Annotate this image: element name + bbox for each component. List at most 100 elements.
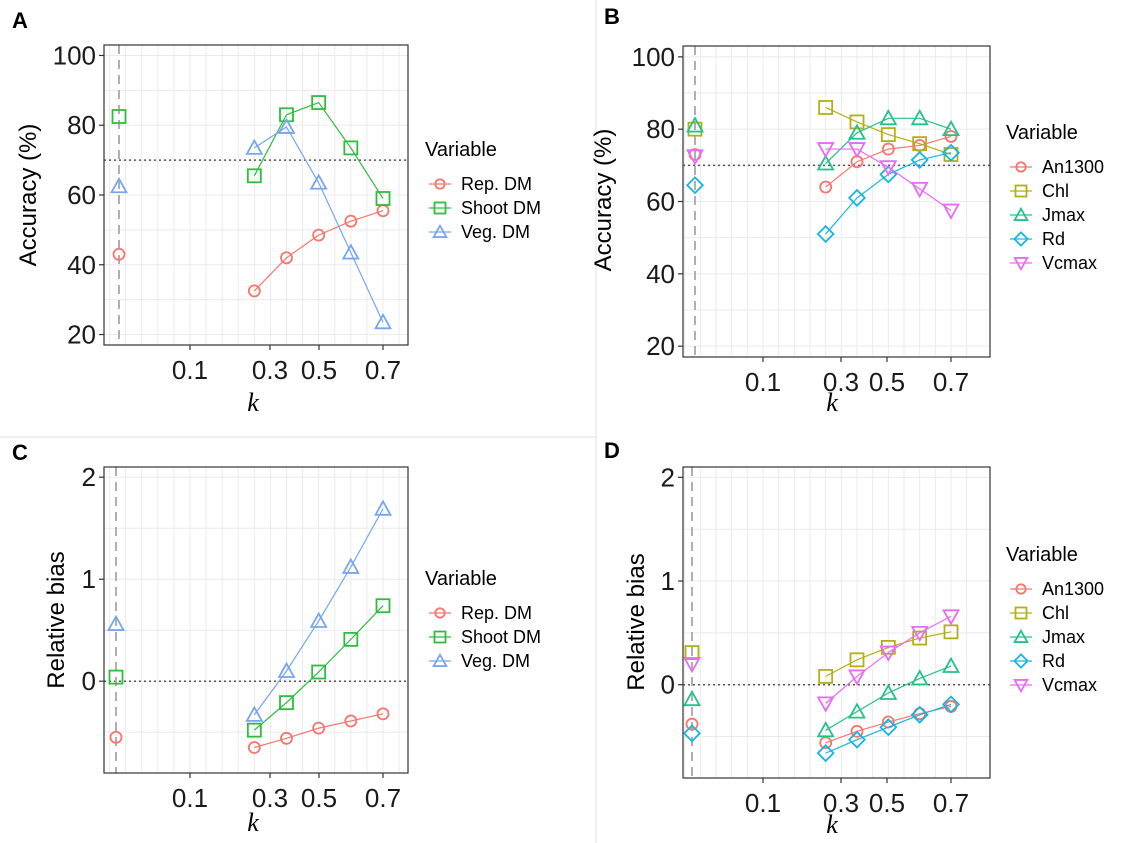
baseline-point <box>106 614 126 631</box>
series-line <box>253 101 384 199</box>
legend-item: Shoot DM <box>429 627 541 647</box>
x-tick-label: 0.1 <box>745 367 781 397</box>
data-point <box>816 720 835 738</box>
data-point <box>341 557 360 574</box>
data-point <box>912 630 928 646</box>
panel-letter: A <box>12 8 28 33</box>
data-point <box>816 744 835 763</box>
data-point <box>912 136 928 152</box>
data-point <box>941 656 961 673</box>
legend-key-marker <box>432 652 448 667</box>
series-veg-dm <box>106 499 393 722</box>
legend-item: Rep. DM <box>429 603 532 623</box>
data-point <box>816 696 835 713</box>
data-point <box>311 95 327 110</box>
series-line <box>253 605 384 731</box>
legend-title: Variable <box>425 139 497 161</box>
y-tick-label: 1 <box>661 566 675 596</box>
series-rep-dm <box>109 707 390 754</box>
data-point <box>941 203 961 220</box>
baseline-point <box>684 645 700 660</box>
legend-title: Variable <box>1006 122 1078 144</box>
legend-key-marker <box>1013 206 1029 221</box>
data-point <box>879 160 898 177</box>
legend-key-marker <box>434 607 446 619</box>
data-point <box>847 730 867 749</box>
data-point <box>819 180 833 194</box>
grid <box>104 45 408 345</box>
x-tick-label: 0.7 <box>365 783 401 813</box>
legend-label: An1300 <box>1042 157 1104 177</box>
legend-key-marker <box>432 223 448 238</box>
data-point <box>818 100 834 115</box>
data-point <box>816 224 835 244</box>
baseline-point <box>109 176 129 194</box>
data-point <box>344 714 358 728</box>
legend-label: Rep. DM <box>461 603 532 623</box>
series-rep-dm <box>112 204 390 298</box>
data-point <box>246 722 262 738</box>
baseline-point <box>111 109 127 124</box>
x-tick-label: 0.5 <box>301 355 337 385</box>
data-point <box>847 123 867 140</box>
y-tick-label: 2 <box>661 462 675 492</box>
y-tick-label: 80 <box>646 114 675 144</box>
legend-label: Rd <box>1042 229 1065 249</box>
y-axis-title: Relative bias <box>43 551 70 688</box>
panel-letter: D <box>604 438 620 463</box>
data-point <box>880 127 896 142</box>
y-tick-label: 20 <box>646 331 675 361</box>
x-tick-label: 0.3 <box>823 367 859 397</box>
data-point <box>375 191 391 206</box>
legend-key-marker <box>1015 161 1027 173</box>
data-point <box>309 173 328 190</box>
data-point <box>879 165 898 184</box>
data-point <box>881 142 895 156</box>
baseline-point <box>682 724 702 743</box>
data-point <box>941 119 961 137</box>
legend-item: Jmax <box>1010 205 1085 225</box>
panel-d: D 0 1 2 0.1 0.3 0.5 0.7 k Relative bias Variable An… <box>604 438 1104 839</box>
legend: Variable An1300 Chl Jmax Rd Vcmax <box>1006 544 1104 695</box>
series-line <box>825 148 952 212</box>
legend-key-marker <box>434 178 446 190</box>
x-tick-label: 0.3 <box>823 788 859 818</box>
legend-title: Variable <box>1006 544 1078 566</box>
series-line <box>825 703 952 754</box>
series-line <box>254 126 384 323</box>
legend-key-marker <box>1013 628 1029 643</box>
legend-label: Jmax <box>1042 205 1085 225</box>
x-tick-label: 0.1 <box>172 355 208 385</box>
legend-label: Vcmax <box>1042 675 1097 695</box>
panel-b: B 20 40 60 80 100 0.1 0.3 0.5 0.7 k Accuracy (%) Var… <box>590 4 1104 417</box>
baseline-point <box>685 176 705 195</box>
series-jmax <box>682 656 961 738</box>
series-line <box>825 117 952 164</box>
legend-item: Vcmax <box>1010 253 1097 273</box>
data-point <box>879 683 898 700</box>
y-tick-label: 2 <box>82 462 96 492</box>
y-tick-label: 1 <box>82 564 96 594</box>
legend-item: Rd <box>1010 651 1065 671</box>
data-point <box>245 705 264 722</box>
data-point <box>910 669 929 686</box>
data-point <box>312 721 326 735</box>
y-tick-label: 40 <box>646 259 675 289</box>
data-point <box>910 108 929 126</box>
data-point <box>247 284 261 298</box>
legend-item: An1300 <box>1010 157 1104 177</box>
panel-c: C 0 1 2 0.1 0.3 0.5 0.7 k Relative bias Variable Re… <box>12 440 541 837</box>
data-point <box>376 707 390 721</box>
data-point <box>312 228 326 242</box>
data-point <box>818 669 834 684</box>
data-point <box>816 154 835 171</box>
x-tick-label: 0.7 <box>933 367 969 397</box>
series-line <box>254 713 384 749</box>
legend-label: An1300 <box>1042 579 1104 599</box>
data-point <box>343 631 359 647</box>
data-point <box>819 736 833 750</box>
legend-label: Shoot DM <box>461 198 541 218</box>
data-point <box>246 168 262 184</box>
x-axis-title: k <box>826 388 838 417</box>
